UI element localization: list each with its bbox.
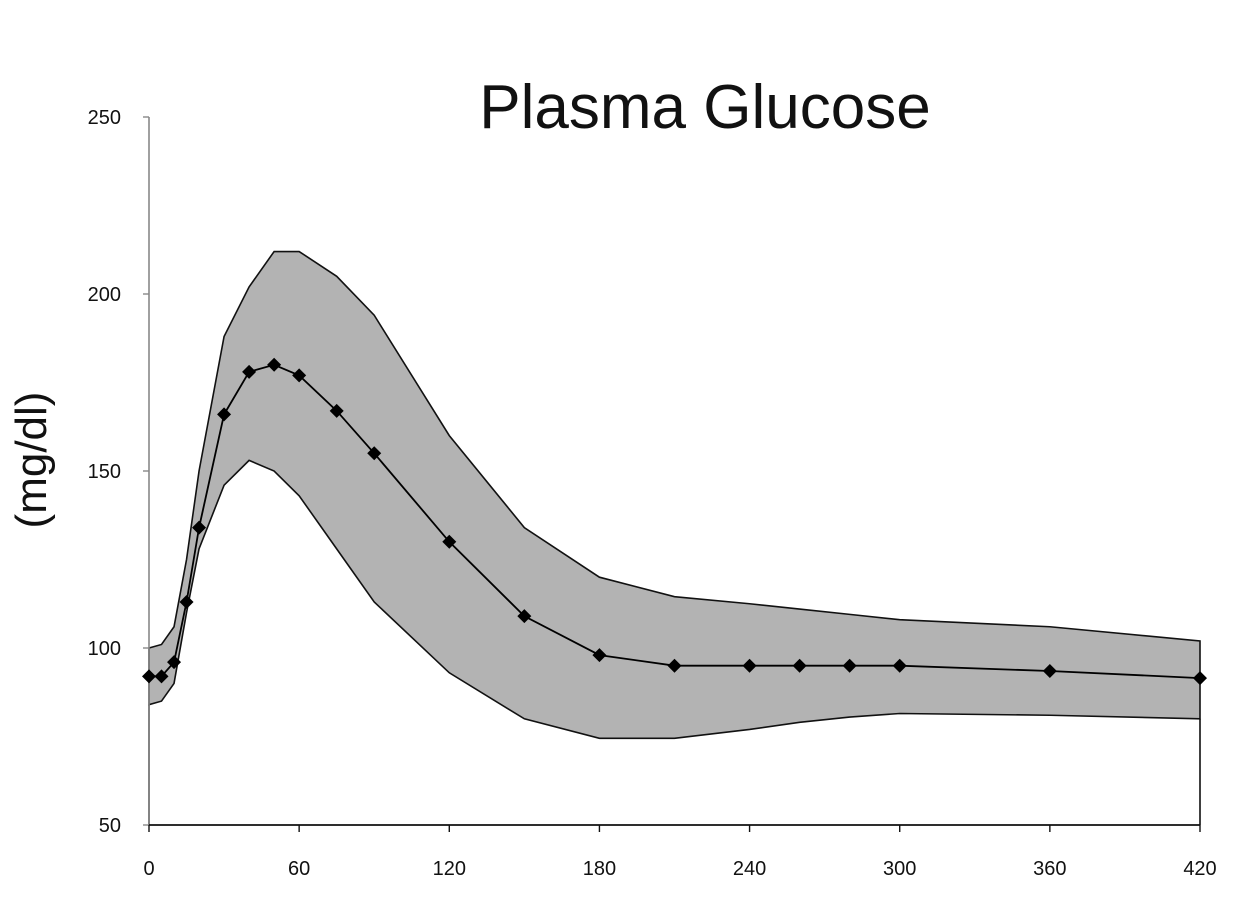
data-point-marker xyxy=(154,669,169,684)
data-point-marker xyxy=(179,594,194,609)
y-axis-label: (mg/dl) xyxy=(7,392,56,529)
data-point-marker xyxy=(242,364,257,379)
data-point-marker xyxy=(517,609,532,624)
x-tick-label: 240 xyxy=(733,858,766,880)
data-point-marker xyxy=(592,648,607,663)
x-tick-label: 120 xyxy=(433,858,466,880)
y-tick-label: 50 xyxy=(99,815,121,837)
data-point-marker xyxy=(667,658,682,673)
data-point-marker xyxy=(192,520,207,535)
data-point-marker xyxy=(1193,671,1207,686)
data-point-marker xyxy=(742,658,757,673)
data-point-marker xyxy=(1042,664,1057,679)
x-tick-label: 420 xyxy=(1183,858,1216,880)
x-tick-label: 300 xyxy=(883,858,916,880)
data-point-marker xyxy=(442,534,457,549)
data-point-marker xyxy=(842,658,857,673)
data-point-marker xyxy=(892,658,907,673)
x-tick-label: 180 xyxy=(583,858,616,880)
data-point-marker xyxy=(329,403,344,418)
data-point-marker xyxy=(167,655,182,670)
x-tick-label: 0 xyxy=(143,858,154,880)
y-tick-label: 100 xyxy=(88,638,121,660)
x-tick-label: 360 xyxy=(1033,858,1066,880)
y-tick-label: 200 xyxy=(88,284,121,306)
data-point-marker xyxy=(267,357,282,372)
data-point-marker xyxy=(792,658,807,673)
data-point-marker xyxy=(367,446,382,461)
y-tick-label: 150 xyxy=(88,461,121,483)
chart-title: Plasma Glucose xyxy=(479,73,930,142)
y-tick-label: 250 xyxy=(88,107,121,129)
x-tick-label: 60 xyxy=(288,858,310,880)
data-point-marker xyxy=(142,669,156,684)
data-point-marker xyxy=(292,368,307,383)
data-point-marker xyxy=(217,407,232,422)
